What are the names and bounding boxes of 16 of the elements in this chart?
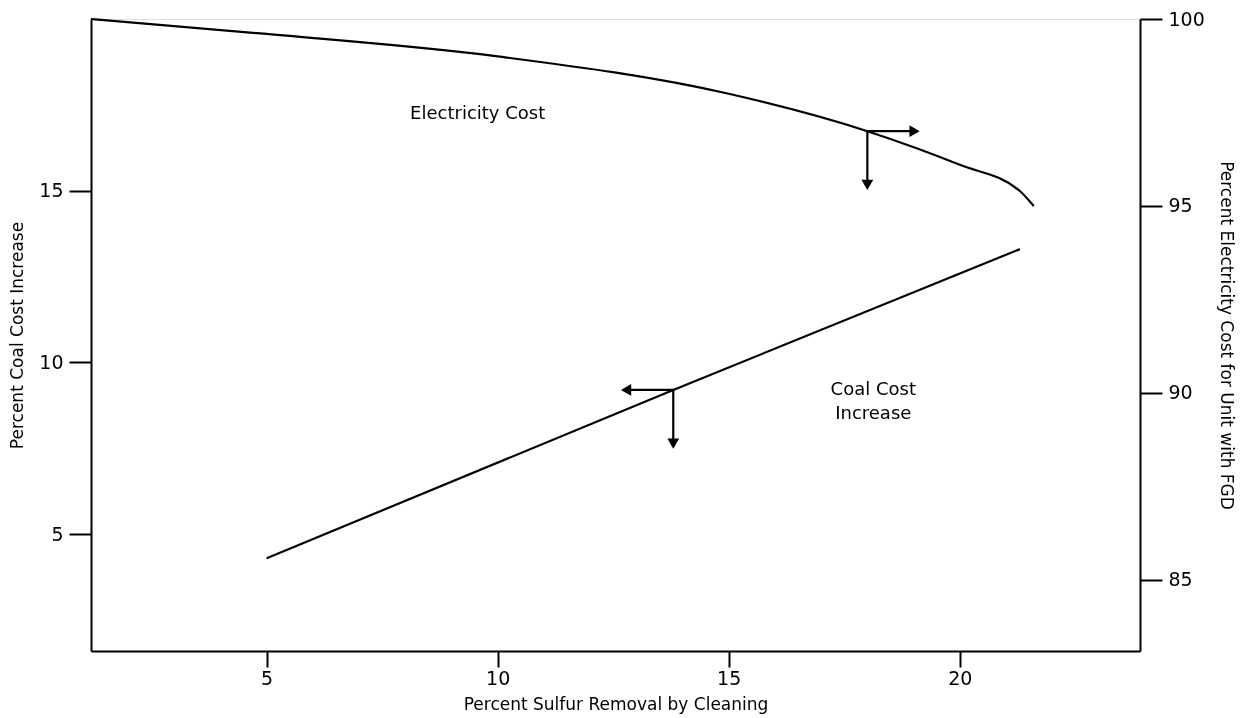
y-tick-label: 15 <box>39 179 64 202</box>
y-axis-title: Percent Coal Cost Increase <box>7 221 28 450</box>
y-tick-label: 10 <box>39 350 64 373</box>
x-tick-label: 10 <box>486 666 511 689</box>
x-axis-title: Percent Sulfur Removal by Cleaning <box>463 693 769 714</box>
y2-tick-label: 95 <box>1168 194 1193 217</box>
y2-tick-label: 85 <box>1168 568 1193 591</box>
x-tick-label: 5 <box>261 666 274 689</box>
text: Electricity Cost <box>410 102 546 124</box>
y2-tick-label: 90 <box>1168 381 1193 404</box>
x-tick-label: 20 <box>948 666 973 689</box>
y2-axis-title: Percent Electricity Cost for Unit with FGD <box>1216 161 1237 510</box>
x-tick-label: 15 <box>717 666 742 689</box>
y-tick-label: 5 <box>51 522 64 545</box>
y2-tick-label: 100 <box>1168 7 1205 30</box>
text: Coal Cost Increase <box>830 377 916 423</box>
